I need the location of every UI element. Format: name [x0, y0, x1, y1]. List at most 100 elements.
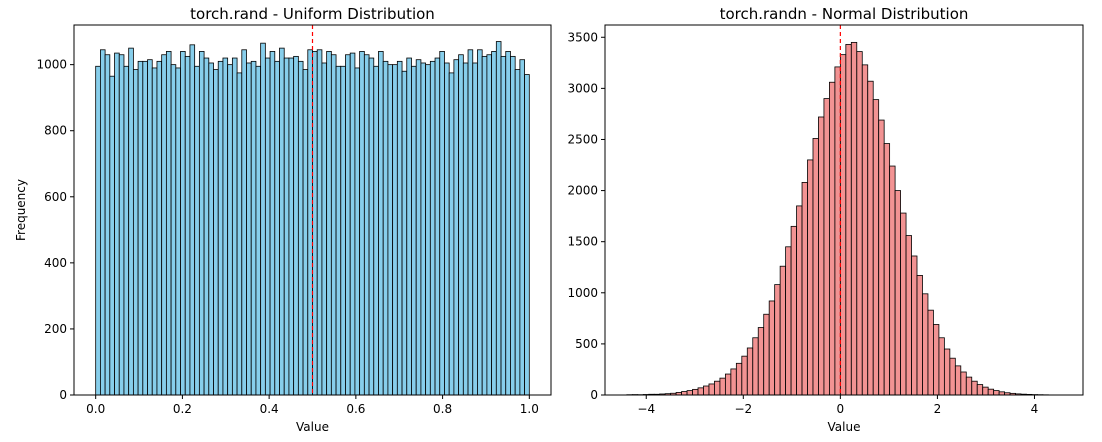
histogram-bar [927, 309, 934, 396]
histogram-bar [883, 143, 891, 396]
histogram-bar [703, 385, 710, 396]
histogram-bar [724, 373, 732, 396]
histogram-bar [255, 65, 262, 396]
y-tick-label: 0 [590, 388, 598, 402]
histogram-bar [911, 255, 918, 396]
histogram-bar [467, 49, 474, 396]
histogram-bar [730, 368, 737, 396]
histogram-bar [714, 380, 721, 396]
histogram-bar [491, 51, 497, 396]
histogram-bars [95, 41, 530, 396]
histogram-bar [960, 371, 967, 396]
histogram-bar [161, 54, 167, 396]
histogram-bar [330, 54, 337, 396]
histogram-bar [434, 57, 441, 396]
histogram-bar [250, 60, 257, 396]
histogram-bar [246, 62, 252, 396]
x-tick-label: 0.8 [433, 402, 452, 416]
histogram-bar [818, 116, 825, 396]
histogram-bar [894, 190, 901, 396]
y-tick-label: 200 [44, 322, 67, 336]
histogram-bar [293, 55, 299, 396]
histogram-bar [241, 49, 247, 396]
histogram-bar [878, 119, 885, 396]
histogram-bar [203, 57, 210, 396]
histogram-bar [387, 64, 394, 396]
histogram-bar [354, 67, 361, 396]
histogram-bar [378, 51, 384, 396]
histogram-bar [510, 55, 516, 396]
histogram-bar [681, 391, 688, 396]
histogram-bar [453, 59, 460, 396]
histogram-bar [264, 57, 271, 396]
histogram-bar [274, 60, 280, 396]
histogram-bar [481, 55, 488, 396]
histogram-bar [746, 347, 754, 396]
histogram-bar [316, 49, 323, 396]
histogram-bar [719, 377, 726, 396]
y-tick-label: 600 [44, 190, 67, 204]
histogram-bar [411, 65, 417, 396]
uniform-histogram-panel: 0.0 0.2 0.4 0.6 0.8 1.0 0 200 400 600 800 1000 torch… [14, 5, 552, 434]
histogram-bar [856, 51, 863, 396]
histogram-bar [686, 390, 693, 396]
x-axis-label: Value [828, 420, 861, 434]
x-tick-label: −2 [734, 402, 752, 416]
histogram-bar [861, 64, 869, 396]
axes-frame [604, 24, 1084, 396]
histogram-bar [147, 59, 153, 396]
y-tick-label: 800 [44, 124, 67, 138]
histogram-bar [363, 54, 370, 396]
histogram-bar [495, 41, 502, 396]
histogram-bar [505, 51, 511, 396]
histogram-bar [757, 327, 765, 396]
histogram-bar [142, 60, 148, 396]
histogram-bar [175, 67, 181, 396]
histogram-bar [288, 57, 295, 396]
y-tick-label: 1000 [36, 58, 67, 72]
y-tick-label: 3500 [567, 30, 598, 44]
x-axis-label: Value [296, 420, 329, 434]
histogram-bar [401, 70, 408, 396]
histogram-bar [796, 205, 803, 396]
histogram-bar [987, 388, 995, 396]
histogram-bar [735, 362, 743, 396]
histogram-bar [439, 51, 445, 396]
histogram-bar [519, 59, 526, 396]
histogram-bar [692, 388, 699, 396]
histogram-bar [359, 51, 365, 396]
histogram-bar [198, 51, 205, 396]
histogram-bar [114, 52, 120, 396]
histogram-bar [132, 69, 139, 396]
histogram-bar [208, 62, 214, 396]
histogram-bar [279, 47, 285, 396]
histogram-bar [982, 386, 989, 396]
histogram-bar [829, 81, 836, 396]
histogram-bar [697, 387, 704, 396]
histogram-bar [269, 51, 276, 396]
histogram-bar [971, 380, 978, 396]
histogram-bar [349, 52, 356, 396]
histogram-bar [194, 65, 200, 396]
histogram-bar [104, 54, 111, 396]
chart-title: torch.rand - Uniform Distribution [190, 5, 435, 23]
histogram-bar [222, 57, 229, 396]
histogram-bar [189, 44, 196, 396]
histogram-bar [444, 62, 450, 396]
histogram-bar [850, 41, 858, 396]
histogram-bar [790, 225, 797, 396]
y-tick-label: 1000 [567, 286, 598, 300]
histogram-bar [236, 72, 243, 396]
histogram-bar [768, 300, 776, 396]
histogram-bar [335, 65, 342, 396]
chart-title: torch.randn - Normal Distribution [720, 5, 969, 23]
histogram-bar [524, 74, 530, 396]
histogram-bar [100, 49, 106, 396]
histogram-bar [109, 75, 115, 396]
histogram-bar [922, 293, 929, 396]
histogram-bar [845, 44, 852, 396]
x-tick-label: 0 [837, 402, 845, 416]
histogram-bar [943, 348, 951, 396]
x-tick-label: 0.4 [260, 402, 279, 416]
